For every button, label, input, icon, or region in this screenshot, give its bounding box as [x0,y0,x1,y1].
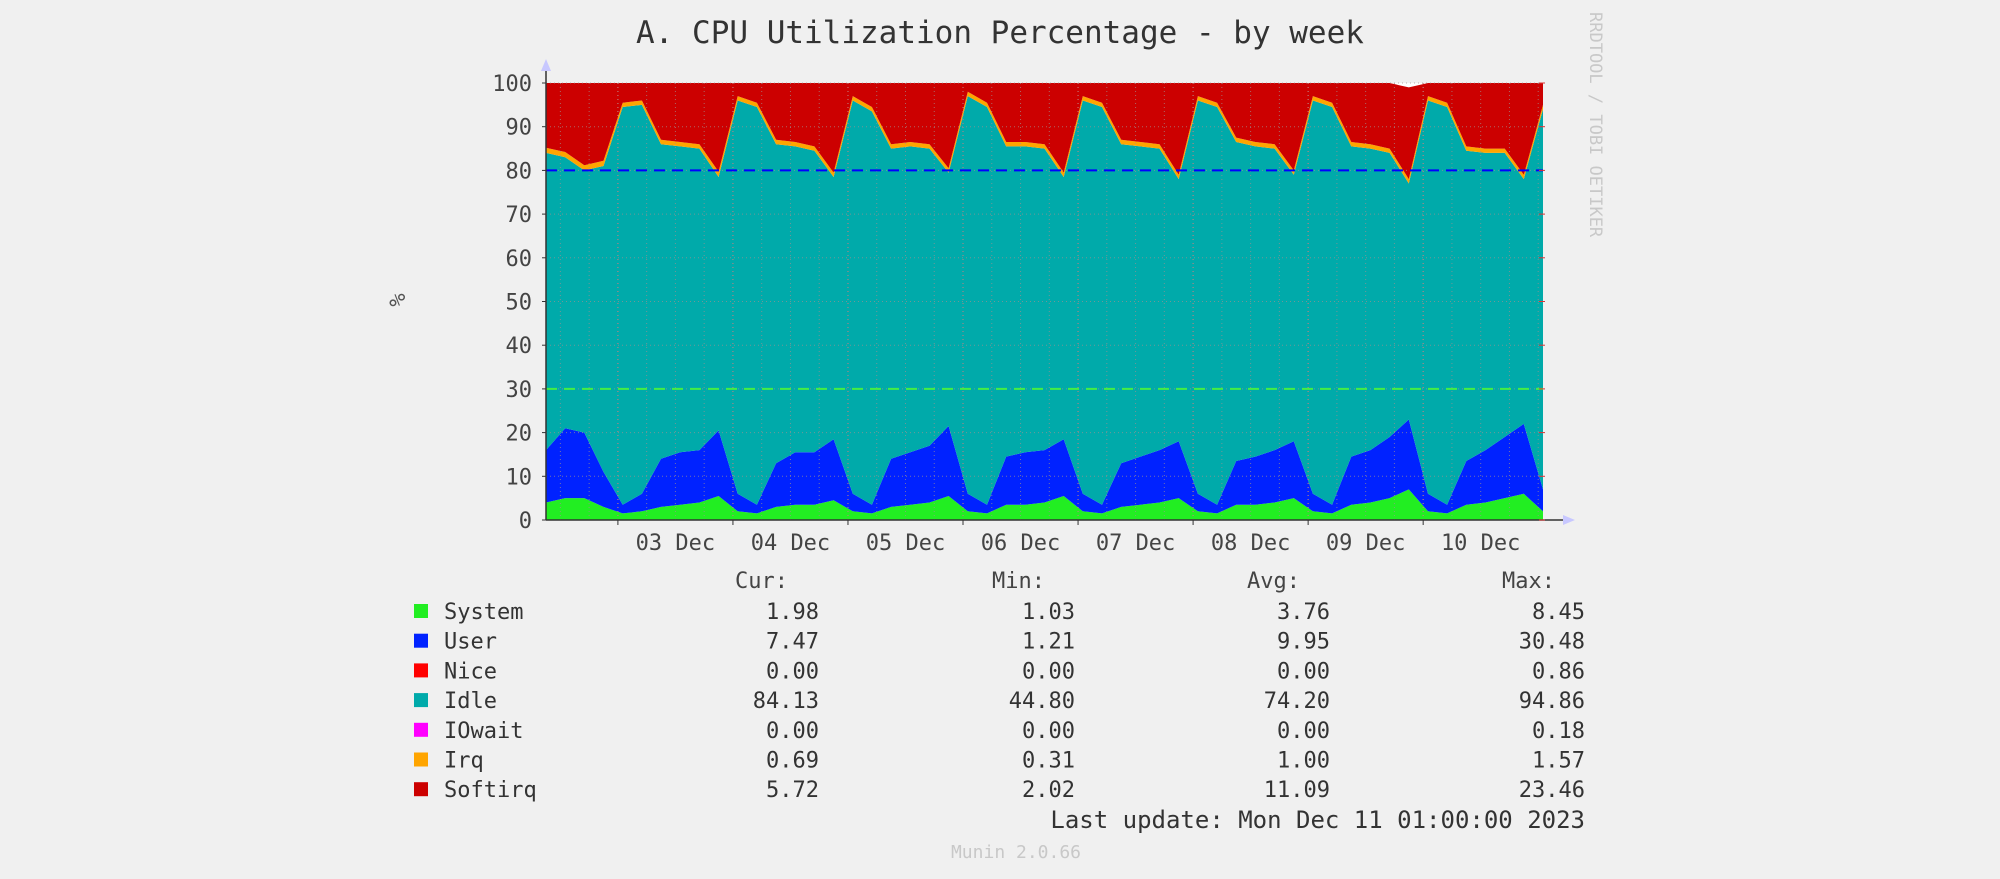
legend-value-avg: 0.00 [1277,659,1330,684]
legend-label-irq: Irq [444,749,484,774]
legend-label-idle: Idle [444,689,497,714]
legend-header-min: Min: [992,569,1045,594]
x-tick-labels: 03 Dec 04 Dec 05 Dec 06 Dec 07 Dec 08 Dec 09 D… [636,531,1521,556]
x-tick-label: 04 Dec [751,531,830,556]
area-series-system [546,489,1543,520]
y-tick-label: 60 [506,247,533,272]
x-tick-label: 09 Dec [1326,531,1405,556]
y-tick-label: 100 [492,72,532,97]
x-tick-label: 08 Dec [1211,531,1290,556]
stacked-areas [546,83,1543,520]
legend-header-avg: Avg: [1247,569,1300,594]
y-tick-label: 70 [506,203,533,228]
y-tick-label: 0 [519,509,532,534]
x-tick-label: 07 Dec [1096,531,1175,556]
y-tick-label: 80 [506,159,533,184]
x-axis-arrow [1563,515,1575,525]
y-tick-label: 40 [506,334,533,359]
legend-value-cur: 84.13 [753,689,819,714]
legend-swatch-user [414,633,428,648]
y-axis-label: % [386,293,411,306]
x-tick-label: 06 Dec [981,531,1060,556]
last-update-text: Last update: Mon Dec 11 01:00:00 2023 [1050,806,1585,834]
area-series-softirq [546,83,1543,180]
x-tick-label: 10 Dec [1441,531,1520,556]
grid-lines [546,82,1543,520]
legend-value-cur: 0.00 [766,659,819,684]
legend-value-avg: 0.00 [1277,719,1330,744]
legend-value-avg: 9.95 [1277,630,1330,655]
y-tick-label: 20 [506,422,533,447]
legend-value-cur: 1.98 [766,600,819,625]
legend-swatch-nice [414,663,428,678]
legend-value-avg: 3.76 [1277,600,1330,625]
legend-value-min: 1.21 [1022,630,1075,655]
legend-swatch-idle [414,693,428,708]
rrdtool-watermark: RRDTOOL / TOBI OETIKER [1585,12,1605,238]
legend-label-iowait: IOwait [444,719,523,744]
legend-value-max: 30.48 [1519,630,1585,655]
y-axis-arrow [541,59,551,71]
legend-value-max: 0.18 [1532,719,1585,744]
legend-value-cur: 7.47 [766,630,819,655]
legend-value-cur: 5.72 [766,778,819,803]
munin-version: Munin 2.0.66 [951,842,1081,863]
y-tick-label: 90 [506,116,533,141]
legend-table: Cur: Min: Avg: Max: System 1.98 1.03 3.76 8.45 Us… [414,569,1585,803]
legend-label-nice: Nice [444,659,497,684]
y-tick-label: 50 [506,291,533,316]
area-series-idle [546,96,1543,505]
legend-value-min: 44.80 [1009,689,1075,714]
legend-value-min: 2.02 [1022,778,1075,803]
legend-value-min: 0.00 [1022,719,1075,744]
legend-value-avg: 74.20 [1264,689,1330,714]
legend-value-cur: 0.69 [766,749,819,774]
x-tick-label: 03 Dec [636,531,715,556]
legend-label-softirq: Softirq [444,778,537,803]
legend-label-system: System [444,600,523,625]
area-series-user [546,419,1543,514]
legend-value-min: 1.03 [1022,600,1075,625]
legend-value-min: 0.31 [1022,749,1075,774]
chart-title: A. CPU Utilization Percentage - by week [636,15,1364,51]
legend-value-max: 94.86 [1519,689,1585,714]
legend-value-max: 23.46 [1519,778,1585,803]
legend-swatch-irq [414,752,428,767]
legend-value-max: 8.45 [1532,600,1585,625]
legend-swatch-softirq [414,782,428,797]
y-tick-label: 30 [506,378,533,403]
legend-swatch-iowait [414,722,428,737]
legend-header-cur: Cur: [735,569,788,594]
legend-value-min: 0.00 [1022,659,1075,684]
legend-value-max: 1.57 [1532,749,1585,774]
legend-value-max: 0.86 [1532,659,1585,684]
threshold-lines [546,169,1543,390]
legend-value-cur: 0.00 [766,719,819,744]
y-tick-labels: 0 10 20 30 40 50 60 70 80 90 100 [492,72,532,534]
legend-swatch-system [414,604,428,618]
y-tick-label: 10 [506,465,533,490]
legend-label-user: User [444,630,497,655]
legend-value-avg: 1.00 [1277,749,1330,774]
legend-header-max: Max: [1502,569,1555,594]
legend-value-avg: 11.09 [1264,778,1330,803]
x-tick-label: 05 Dec [866,531,945,556]
axes [541,59,1575,525]
